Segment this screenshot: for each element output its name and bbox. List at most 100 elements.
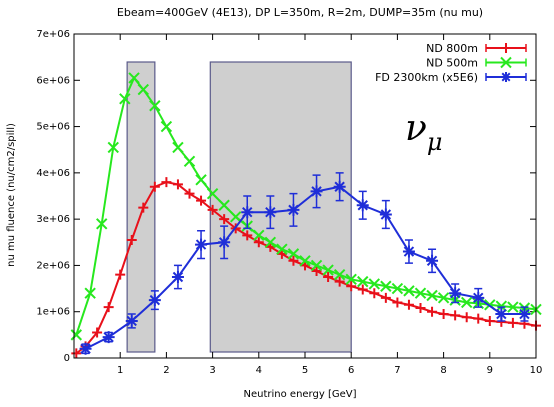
data-point <box>357 275 369 288</box>
x-tick-label: 6 <box>348 365 354 376</box>
y-tick-label: 6e+06 <box>36 75 70 86</box>
data-point <box>460 296 473 309</box>
y-tick-label: 5e+06 <box>36 122 70 133</box>
series-1 <box>71 177 541 359</box>
data-point <box>219 214 230 225</box>
data-point <box>79 342 92 355</box>
data-point <box>345 273 357 286</box>
data-point <box>299 255 311 267</box>
data-point <box>70 329 83 341</box>
y-tick-label: 7e+06 <box>36 29 70 40</box>
y-tick-label: 1e+06 <box>36 307 70 318</box>
y-tick-label: 2e+06 <box>36 260 70 271</box>
legend-marker <box>501 72 511 82</box>
data-point <box>253 237 264 248</box>
y-axis-label: nu mu fluence (nu/cm2/spill) <box>6 123 17 267</box>
data-point <box>368 278 381 290</box>
legend-caps <box>485 44 527 52</box>
data-point <box>253 229 265 242</box>
data-point <box>507 317 518 328</box>
y-tick-label: 3e+06 <box>36 214 70 225</box>
x-tick-label: 8 <box>440 365 446 376</box>
data-point <box>402 245 415 258</box>
data-point <box>414 287 427 299</box>
data-point <box>137 83 150 96</box>
data-point <box>172 141 184 154</box>
data-point <box>288 255 299 266</box>
data-point <box>160 120 173 133</box>
data-point <box>96 218 108 230</box>
data-point <box>102 331 115 344</box>
data-point <box>107 141 119 154</box>
data-point <box>264 236 277 248</box>
data-point <box>218 199 230 211</box>
data-point <box>119 93 131 105</box>
data-point <box>392 297 403 308</box>
data-point <box>438 309 449 320</box>
legend-caps <box>485 73 527 81</box>
data-point <box>427 306 438 317</box>
data-point <box>472 291 485 304</box>
x-tick-label: 5 <box>302 365 308 376</box>
data-point <box>287 248 300 260</box>
legend-marker <box>501 43 511 53</box>
data-point <box>207 204 218 215</box>
data-point <box>484 315 495 326</box>
data-point <box>310 185 323 198</box>
legend-label: FD 2300km (x5E6) <box>375 71 478 84</box>
data-point <box>126 234 137 245</box>
data-point <box>495 308 508 321</box>
data-point <box>311 265 322 276</box>
data-point <box>461 312 472 323</box>
x-axis-ticks: 1 2 3 4 5 6 7 8 9 10 <box>117 34 542 376</box>
data-point <box>218 236 231 249</box>
data-point <box>322 264 334 276</box>
x-tick-label: 4 <box>256 365 262 376</box>
data-point <box>92 327 103 338</box>
data-point <box>426 254 439 267</box>
data-point <box>183 155 196 167</box>
data-point <box>403 285 415 297</box>
chart-title: Ebeam=400GeV (4E13), DP L=350m, R=2m, DU… <box>117 6 483 19</box>
data-point <box>507 301 519 313</box>
x-tick-label: 10 <box>530 365 543 376</box>
plot-frame <box>73 33 537 359</box>
data-point <box>437 292 450 304</box>
data-point <box>264 206 277 219</box>
legend-label: ND 500m <box>426 57 478 70</box>
y-tick-label: 0 <box>64 353 70 364</box>
data-point <box>391 282 404 295</box>
data-point <box>128 72 140 84</box>
data-point <box>518 308 531 321</box>
x-tick-label: 1 <box>117 365 123 376</box>
data-point <box>196 195 207 206</box>
x-tick-label: 3 <box>209 365 215 376</box>
data-point <box>380 292 391 303</box>
nu-mu-annotation: νμ <box>405 108 443 156</box>
data-point <box>357 284 368 295</box>
data-point <box>138 202 149 213</box>
data-point <box>184 188 195 199</box>
data-point <box>287 203 300 216</box>
series-3 <box>79 172 531 355</box>
data-point <box>171 271 184 283</box>
data-point <box>473 313 484 324</box>
data-point <box>310 259 323 272</box>
data-point <box>334 276 345 287</box>
data-point <box>449 287 462 300</box>
legend-caps <box>485 58 527 67</box>
data-point <box>333 180 346 193</box>
shaded-region-2 <box>209 61 352 353</box>
data-point <box>346 281 357 292</box>
data-point <box>242 230 253 241</box>
data-point <box>403 299 414 310</box>
data-point <box>195 174 207 186</box>
data-point <box>103 302 114 313</box>
data-point <box>379 208 392 221</box>
data-point <box>149 100 161 112</box>
data-point <box>426 289 438 302</box>
data-point <box>172 179 183 190</box>
series-2 <box>70 72 542 341</box>
